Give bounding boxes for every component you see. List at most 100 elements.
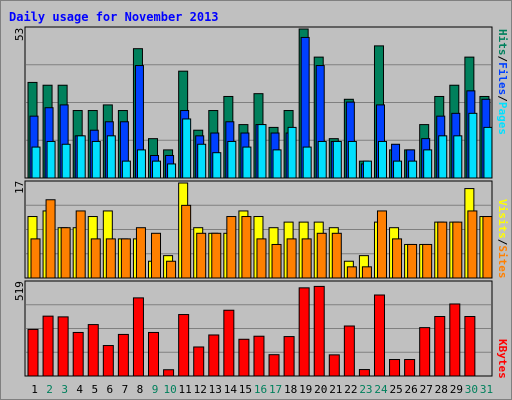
hits-ymax-label: 53 xyxy=(13,27,26,41)
kbytes-bar xyxy=(449,303,461,377)
x-tick-label: 20 xyxy=(314,383,327,396)
pages-bar xyxy=(347,140,357,179)
pages-bar xyxy=(167,163,177,179)
legend-sites: Sites xyxy=(496,245,509,279)
sites-bar xyxy=(75,210,86,279)
sites-bar xyxy=(256,238,267,279)
kbytes-bar xyxy=(132,297,144,377)
pages-bar xyxy=(152,160,162,179)
sites-bar xyxy=(437,221,448,279)
x-tick-label: 31 xyxy=(480,383,493,396)
kbytes-bar xyxy=(178,314,190,377)
sites-bar xyxy=(151,232,162,279)
kbytes-bar xyxy=(163,369,175,377)
pages-bar xyxy=(438,135,448,179)
pages-bar xyxy=(76,135,86,179)
sites-bar xyxy=(226,216,237,279)
x-tick-label: 27 xyxy=(420,383,433,396)
x-tick-label: 9 xyxy=(152,383,159,396)
sites-bar xyxy=(467,210,478,279)
pages-bar xyxy=(121,160,131,179)
sites-bar xyxy=(301,238,312,279)
kbytes-bar xyxy=(148,331,160,377)
sites-bar xyxy=(452,221,463,279)
x-tick-label: 22 xyxy=(344,383,357,396)
kbytes-bar xyxy=(102,345,114,377)
pages-bar xyxy=(136,149,146,179)
legend-separator: / xyxy=(496,95,509,102)
pages-bar xyxy=(393,160,403,179)
sites-bar xyxy=(407,243,418,279)
legend-pages: Pages xyxy=(496,101,509,135)
sites-bar xyxy=(211,232,222,279)
sites-bar xyxy=(392,238,403,279)
pages-bar xyxy=(377,140,387,179)
x-tick-label: 1 xyxy=(31,383,38,396)
sites-bar xyxy=(346,266,357,279)
kbytes-bar xyxy=(42,315,54,377)
pages-bar xyxy=(31,146,41,179)
x-tick-label: 25 xyxy=(389,383,402,396)
x-tick-label: 2 xyxy=(46,383,53,396)
visits-ymax-label: 17 xyxy=(13,180,26,194)
sites-bar xyxy=(422,243,433,279)
sites-bar xyxy=(482,216,493,279)
kbytes-bar xyxy=(117,333,129,377)
x-tick-label: 10 xyxy=(163,383,176,396)
pages-bar xyxy=(287,126,297,179)
kbytes-bar xyxy=(253,335,265,377)
x-tick-label: 8 xyxy=(137,383,144,396)
x-tick-label: 23 xyxy=(359,383,372,396)
pages-bar xyxy=(197,143,207,179)
pages-bar xyxy=(46,140,56,179)
sites-bar xyxy=(60,227,71,279)
pages-bar xyxy=(272,149,282,179)
x-tick-label: 12 xyxy=(194,383,207,396)
kbytes-bar xyxy=(298,287,310,377)
kbytes-bar xyxy=(87,324,99,377)
x-tick-label: 28 xyxy=(435,383,448,396)
x-tick-label: 3 xyxy=(61,383,68,396)
legend-files: Files xyxy=(496,62,509,96)
kbytes-bar xyxy=(404,359,416,377)
x-tick-label: 15 xyxy=(239,383,252,396)
kbytes-bar xyxy=(238,338,250,377)
x-tick-label: 17 xyxy=(269,383,282,396)
x-tick-label: 16 xyxy=(254,383,267,396)
x-tick-label: 19 xyxy=(299,383,312,396)
x-tick-label: 30 xyxy=(465,383,478,396)
chart-title: Daily usage for November 2013 xyxy=(9,10,219,24)
kbytes-ymax-label: 519 xyxy=(13,281,26,301)
legend-kbytes: KBytes xyxy=(496,339,509,379)
pages-bar xyxy=(242,146,252,179)
sites-bar xyxy=(90,238,101,279)
x-tick-label: 14 xyxy=(224,383,238,396)
pages-bar xyxy=(317,140,327,179)
kbytes-bar xyxy=(464,316,476,377)
sites-bar xyxy=(105,238,116,279)
pages-bar xyxy=(106,135,116,179)
pages-bar xyxy=(182,118,192,179)
x-tick-label: 26 xyxy=(405,383,418,396)
kbytes-bar xyxy=(358,369,370,377)
sites-bar xyxy=(361,266,372,279)
kbytes-bar xyxy=(57,316,69,377)
kbytes-legend: KBytes xyxy=(496,339,509,379)
legend-visits: Visits xyxy=(496,199,509,239)
x-tick-label: 13 xyxy=(209,383,222,396)
pages-bar xyxy=(257,124,267,179)
kbytes-bar xyxy=(343,325,355,377)
pages-bar xyxy=(408,160,418,179)
x-tick-label: 6 xyxy=(107,383,114,396)
chart-panels xyxy=(24,26,493,377)
visits-legend: Visits/Sites xyxy=(496,199,509,279)
sites-bar xyxy=(196,232,207,279)
pages-bar xyxy=(362,160,372,179)
pages-bar xyxy=(302,146,312,179)
pages-bar xyxy=(468,112,478,179)
kbytes-bar xyxy=(373,294,385,377)
sites-bar xyxy=(271,243,282,279)
x-axis-labels: 1 2 3 4 5 6 7 8 9 10 11 12 13 14 15 16 17 18 19 20 21 22 23 24 2… xyxy=(31,383,493,396)
